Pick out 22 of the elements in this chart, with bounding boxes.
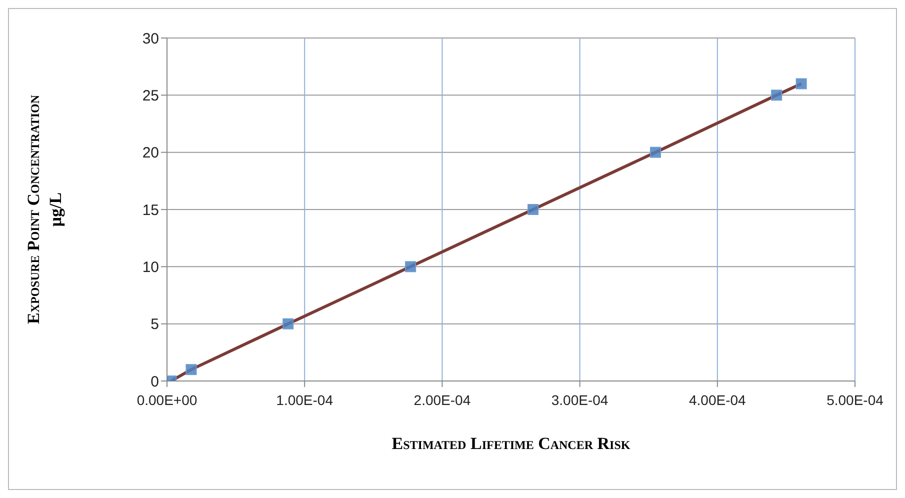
x-axis-title: Estimated Lifetime Cancer Risk	[392, 434, 631, 453]
y-tick-label: 5	[150, 316, 159, 334]
y-axis-title: Exposure Point Concentration μg/L	[24, 94, 65, 324]
point	[650, 146, 661, 158]
point	[796, 78, 807, 90]
y-tick-label: 0	[150, 373, 159, 390]
point	[282, 318, 294, 330]
y-tick-label: 20	[142, 144, 159, 162]
point	[528, 204, 539, 215]
x-tick-label: 1.00E-04	[276, 392, 334, 408]
x-tick-label: 2.00E-04	[414, 392, 471, 408]
point	[186, 364, 197, 376]
y-tick-label: 30	[142, 30, 159, 48]
x-tick-label: 3.00E-04	[551, 392, 608, 408]
x-tick-label: 4.00E-04	[688, 392, 746, 408]
x-tick-label: 0.00E+00	[136, 392, 198, 408]
y-tick-label: 10	[142, 258, 159, 276]
y-tick-label: 15	[142, 202, 159, 219]
x-tick-label: 5.00E-04	[826, 392, 884, 408]
point	[405, 261, 416, 272]
y-tick-label: 25	[142, 87, 159, 104]
point	[771, 90, 782, 101]
